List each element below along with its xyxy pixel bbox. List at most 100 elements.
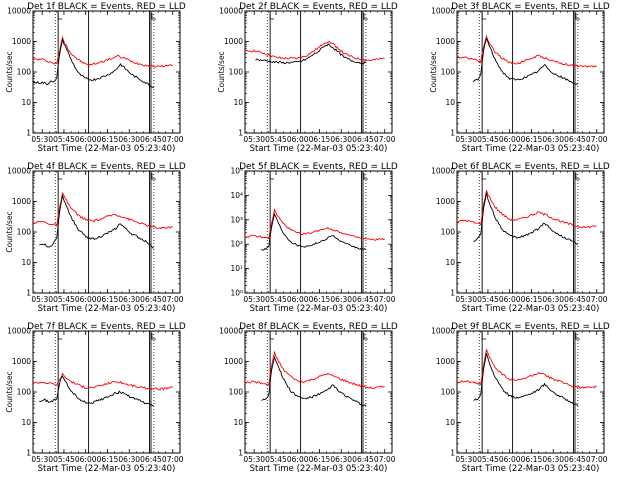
interval-bracket-end	[151, 13, 156, 20]
panel-det-9: Det 9f BLACK = Events, RED = LLD 1 10 100 10…	[431, 322, 610, 474]
x-tick-label: 07:00	[374, 455, 396, 464]
y-axis-label: Counts/sec	[5, 211, 14, 252]
x-tick-label: 05:30	[243, 455, 265, 464]
y-tick-label: 1	[26, 129, 31, 138]
interval-bracket-end	[151, 173, 156, 180]
interval-bracket-end	[363, 173, 368, 180]
y-tick-label: 100	[441, 68, 456, 77]
y-tick-label: 10²	[230, 240, 243, 249]
y-tick-label: 10000	[7, 327, 31, 336]
x-axis-label: Start Time (22-Mar-03 05:23:40)	[38, 144, 176, 154]
x-tick-label: 06:00	[499, 135, 521, 144]
panel-det-8: Det 8f BLACK = Events, RED = LLD 1 10 100 10…	[219, 322, 398, 474]
panel-title: Det 7f BLACK = Events, RED = LLD	[27, 322, 186, 332]
events-series-line	[39, 194, 154, 249]
x-tick-label: 06:30	[118, 455, 140, 464]
y-tick-label: 1	[238, 129, 243, 138]
x-tick-label: 06:15	[309, 455, 331, 464]
y-tick-label: 100	[17, 388, 32, 397]
x-tick-label: 05:45	[477, 295, 499, 304]
x-tick-label: 05:45	[477, 135, 499, 144]
x-tick-label: 06:30	[330, 135, 352, 144]
y-tick-label: 1000	[224, 357, 243, 366]
lld-series-line	[244, 350, 385, 390]
y-tick-label: 10	[445, 258, 455, 267]
interval-bracket-start	[481, 333, 487, 340]
x-tick-label: 05:30	[31, 455, 53, 464]
x-tick-label: 05:45	[265, 295, 287, 304]
x-axis-label: Start Time (22-Mar-03 05:23:40)	[462, 304, 600, 314]
y-tick-label: 100	[229, 388, 244, 397]
y-tick-label: 10⁵	[230, 167, 243, 176]
events-series-line	[473, 192, 578, 245]
y-tick-label: 10	[233, 418, 243, 427]
y-tick-label: 10000	[431, 327, 455, 336]
y-tick-label: 10	[445, 98, 455, 107]
y-tick-label: 1000	[436, 357, 455, 366]
interval-bracket-end	[363, 333, 368, 340]
x-tick-label: 05:45	[53, 135, 75, 144]
panel-title: Det 8f BLACK = Events, RED = LLD	[239, 322, 398, 332]
x-tick-label: 07:00	[162, 135, 184, 144]
y-tick-label: 1000	[12, 37, 31, 46]
x-tick-label: 06:15	[309, 135, 331, 144]
x-tick-label: 06:30	[118, 295, 140, 304]
x-tick-label: 05:30	[455, 135, 477, 144]
x-tick-label: 06:45	[140, 295, 162, 304]
x-tick-label: 05:45	[265, 135, 287, 144]
x-tick-label: 06:45	[352, 135, 374, 144]
y-tick-label: 10000	[7, 167, 31, 176]
panel-title: Det 2f BLACK = Events, RED = LLD	[239, 2, 398, 12]
x-tick-label: 07:00	[586, 455, 608, 464]
interval-bracket-start	[269, 173, 275, 180]
interval-bracket-start	[57, 13, 63, 20]
lld-series-line	[32, 372, 173, 391]
events-series-line	[39, 375, 154, 407]
y-tick-label: 10¹	[230, 264, 243, 273]
x-tick-label: 06:00	[75, 135, 97, 144]
x-tick-label: 06:00	[287, 455, 309, 464]
events-series-line	[255, 43, 367, 65]
panel-det-4: Det 4f BLACK = Events, RED = LLD 1 10 100 10…	[5, 162, 186, 314]
x-tick-label: 06:00	[75, 295, 97, 304]
x-tick-label: 06:30	[542, 295, 564, 304]
x-axis-label: Start Time (22-Mar-03 05:23:40)	[250, 304, 388, 314]
x-axis-label: Start Time (22-Mar-03 05:23:40)	[462, 464, 600, 474]
y-tick-label: 10000	[219, 327, 243, 336]
interval-bracket-start	[481, 13, 487, 20]
y-tick-label: 10³	[230, 215, 243, 224]
y-tick-label: 10000	[7, 7, 31, 16]
x-tick-label: 07:00	[374, 135, 396, 144]
x-tick-label: 06:45	[564, 135, 586, 144]
x-tick-label: 06:15	[97, 295, 119, 304]
y-tick-label: 1	[26, 289, 31, 298]
x-tick-label: 06:00	[287, 135, 309, 144]
x-axis-label: Start Time (22-Mar-03 05:23:40)	[250, 144, 388, 154]
x-tick-label: 06:00	[75, 455, 97, 464]
y-axis-label: Counts/sec	[5, 371, 14, 412]
interval-bracket-end	[151, 333, 156, 340]
x-axis-label: Start Time (22-Mar-03 05:23:40)	[462, 144, 600, 154]
x-tick-label: 06:30	[542, 455, 564, 464]
x-tick-label: 06:30	[118, 135, 140, 144]
y-tick-label: 10	[233, 98, 243, 107]
x-tick-label: 06:00	[499, 455, 521, 464]
events-series-line	[473, 37, 578, 85]
panel-title: Det 5f BLACK = Events, RED = LLD	[239, 162, 398, 172]
y-tick-label: 10⁴	[230, 191, 243, 200]
lld-series-line	[244, 40, 385, 62]
y-tick-label: 1	[450, 129, 455, 138]
interval-bracket-start	[481, 173, 487, 180]
y-tick-label: 10000	[219, 7, 243, 16]
interval-bracket-end	[575, 173, 580, 180]
y-axis-label: Counts/sec	[217, 51, 226, 92]
y-tick-label: 1000	[224, 37, 243, 46]
events-series-line	[473, 352, 579, 407]
x-tick-label: 05:30	[455, 295, 477, 304]
panel-det-7: Det 7f BLACK = Events, RED = LLD 1 10 100 10…	[5, 322, 186, 474]
y-tick-label: 1	[450, 449, 455, 458]
x-tick-label: 07:00	[586, 135, 608, 144]
lld-series-line	[32, 35, 173, 68]
x-tick-label: 05:30	[455, 455, 477, 464]
